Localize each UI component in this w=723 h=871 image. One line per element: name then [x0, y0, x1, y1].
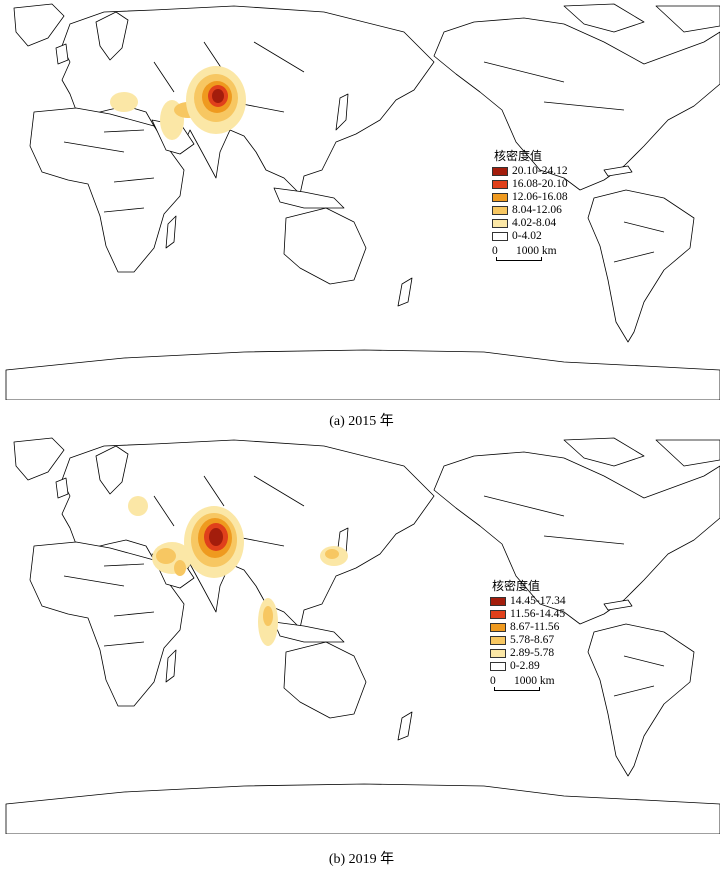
legend-swatch — [490, 610, 506, 619]
legend-item: 12.06-16.08 — [492, 191, 568, 204]
scale-zero-label: 0 — [490, 675, 496, 687]
legend-swatch — [492, 232, 508, 241]
legend-swatch — [490, 623, 506, 632]
legend-item: 16.08-20.10 — [492, 178, 568, 191]
legend-swatch — [492, 167, 508, 176]
legend-item: 8.04-12.06 — [492, 204, 568, 217]
scale-distance-label: 1000 km — [514, 675, 555, 687]
legend-swatch — [492, 206, 508, 215]
legend-label: 0-4.02 — [512, 230, 542, 242]
legend-2015: 核密度值 20.10-24.12 16.08-20.10 12.06-16.08… — [492, 150, 568, 261]
map-2019: 核密度值 14.45-17.34 11.56-14.45 8.67-11.56 … — [4, 436, 720, 834]
legend-swatch — [490, 649, 506, 658]
legend-swatch — [490, 597, 506, 606]
scale-bar: 0 1000 km — [490, 675, 566, 691]
legend-item: 5.78-8.67 — [490, 634, 566, 647]
legend-label: 4.02-8.04 — [512, 217, 557, 229]
legend-label: 14.45-17.34 — [510, 595, 566, 607]
caption-2019: (b) 2019 年 — [328, 852, 395, 867]
legend-title: 核密度值 — [492, 579, 541, 593]
legend-swatch — [492, 180, 508, 189]
legend-swatch — [490, 662, 506, 671]
caption-2015: (a) 2015 年 — [329, 414, 394, 429]
scale-zero-label: 0 — [492, 245, 498, 257]
legend-swatch — [492, 219, 508, 228]
scale-bar-line — [494, 687, 540, 691]
world-map-2015 — [5, 3, 720, 400]
density-layer-2015 — [110, 66, 246, 140]
legend-item: 8.67-11.56 — [490, 621, 566, 634]
legend-label: 16.08-20.10 — [512, 178, 568, 190]
legend-label: 11.56-14.45 — [510, 608, 566, 620]
legend-2019: 核密度值 14.45-17.34 11.56-14.45 8.67-11.56 … — [490, 580, 566, 691]
legend-item: 0-2.89 — [490, 660, 566, 673]
legend-label: 8.67-11.56 — [510, 621, 560, 633]
legend-item: 2.89-5.78 — [490, 647, 566, 660]
legend-title: 核密度值 — [494, 149, 543, 163]
legend-label: 20.10-24.12 — [512, 165, 568, 177]
legend-label: 8.04-12.06 — [512, 204, 562, 216]
legend-label: 0-2.89 — [510, 660, 540, 672]
map-2015: 核密度值 20.10-24.12 16.08-20.10 12.06-16.08… — [4, 2, 720, 400]
scale-bar-line — [496, 257, 542, 261]
legend-label: 5.78-8.67 — [510, 634, 555, 646]
density-layer-2019 — [128, 496, 348, 646]
legend-label: 12.06-16.08 — [512, 191, 568, 203]
scale-bar: 0 1000 km — [492, 245, 568, 261]
legend-item: 11.56-14.45 — [490, 608, 566, 621]
legend-item: 4.02-8.04 — [492, 217, 568, 230]
legend-swatch — [492, 193, 508, 202]
legend-label: 2.89-5.78 — [510, 647, 555, 659]
legend-item: 20.10-24.12 — [492, 165, 568, 178]
legend-swatch — [490, 636, 506, 645]
legend-item: 14.45-17.34 — [490, 595, 566, 608]
world-map-2019 — [5, 437, 720, 834]
legend-item: 0-4.02 — [492, 230, 568, 243]
scale-distance-label: 1000 km — [516, 245, 557, 257]
